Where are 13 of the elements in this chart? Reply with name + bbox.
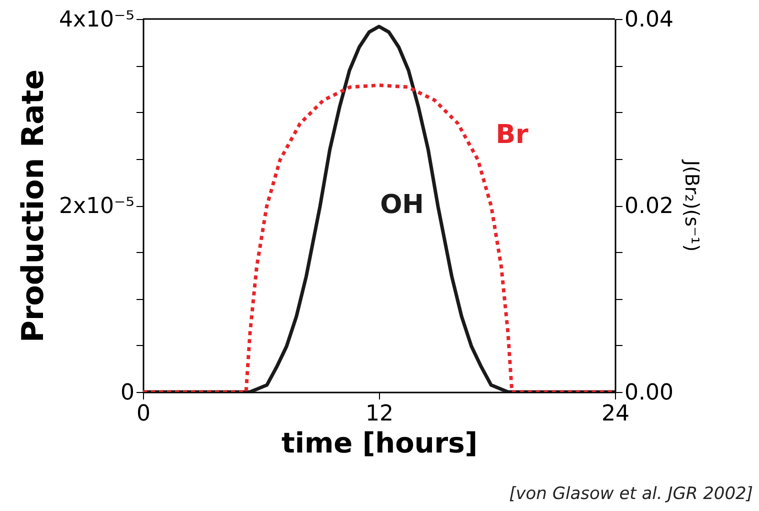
- y-tick-label: 4x10⁻⁵: [59, 8, 134, 32]
- y-axis-title: Production Rate: [16, 69, 52, 343]
- y2-axis-title: J(Br₂)(s⁻¹): [680, 159, 702, 252]
- x-tick-label: 0: [136, 402, 150, 426]
- series-label: Br: [496, 120, 528, 150]
- y2-tick-label: 0.02: [624, 194, 674, 219]
- y-tick-label: 0: [120, 380, 134, 406]
- y2-tick-label: 0.04: [624, 8, 674, 32]
- text: [von Glasow et al. JGR 2002]: [509, 484, 753, 504]
- x-tick-label: 12: [366, 402, 394, 426]
- x-axis-title: time [hours]: [281, 426, 478, 460]
- y-tick-label: 2x10⁻⁵: [59, 194, 134, 219]
- series-label: OH: [380, 190, 424, 220]
